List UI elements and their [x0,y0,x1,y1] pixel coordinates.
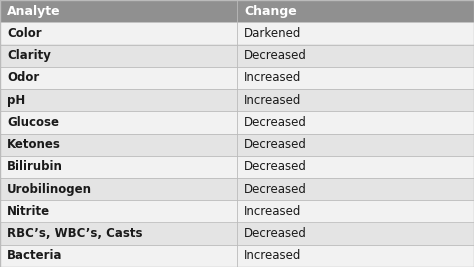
Bar [0,89,474,111]
Bar [0,245,474,267]
Bar [0,200,474,222]
Text: Color: Color [7,27,42,40]
Bar [0,67,474,89]
Text: Increased: Increased [244,71,301,84]
Text: Nitrite: Nitrite [7,205,50,218]
Bar [0,111,474,134]
Text: Darkened: Darkened [244,27,301,40]
Text: Increased: Increased [244,94,301,107]
Bar [0,0,474,22]
Text: Decreased: Decreased [244,49,307,62]
Text: Change: Change [244,5,297,18]
Bar [0,178,474,200]
Text: Glucose: Glucose [7,116,59,129]
Text: Increased: Increased [244,249,301,262]
Text: Analyte: Analyte [7,5,61,18]
Bar [0,156,474,178]
Text: Odor: Odor [7,71,39,84]
Text: Ketones: Ketones [7,138,61,151]
Text: Decreased: Decreased [244,138,307,151]
Bar [0,134,474,156]
Text: Urobilinogen: Urobilinogen [7,183,92,196]
Text: RBC’s, WBC’s, Casts: RBC’s, WBC’s, Casts [7,227,143,240]
Text: Bacteria: Bacteria [7,249,63,262]
Bar [0,45,474,67]
Text: Decreased: Decreased [244,160,307,173]
Text: Increased: Increased [244,205,301,218]
Text: Decreased: Decreased [244,183,307,196]
Text: pH: pH [7,94,26,107]
Text: Bilirubin: Bilirubin [7,160,63,173]
Text: Clarity: Clarity [7,49,51,62]
Text: Decreased: Decreased [244,116,307,129]
Bar [0,222,474,245]
Bar [0,22,474,45]
Text: Decreased: Decreased [244,227,307,240]
